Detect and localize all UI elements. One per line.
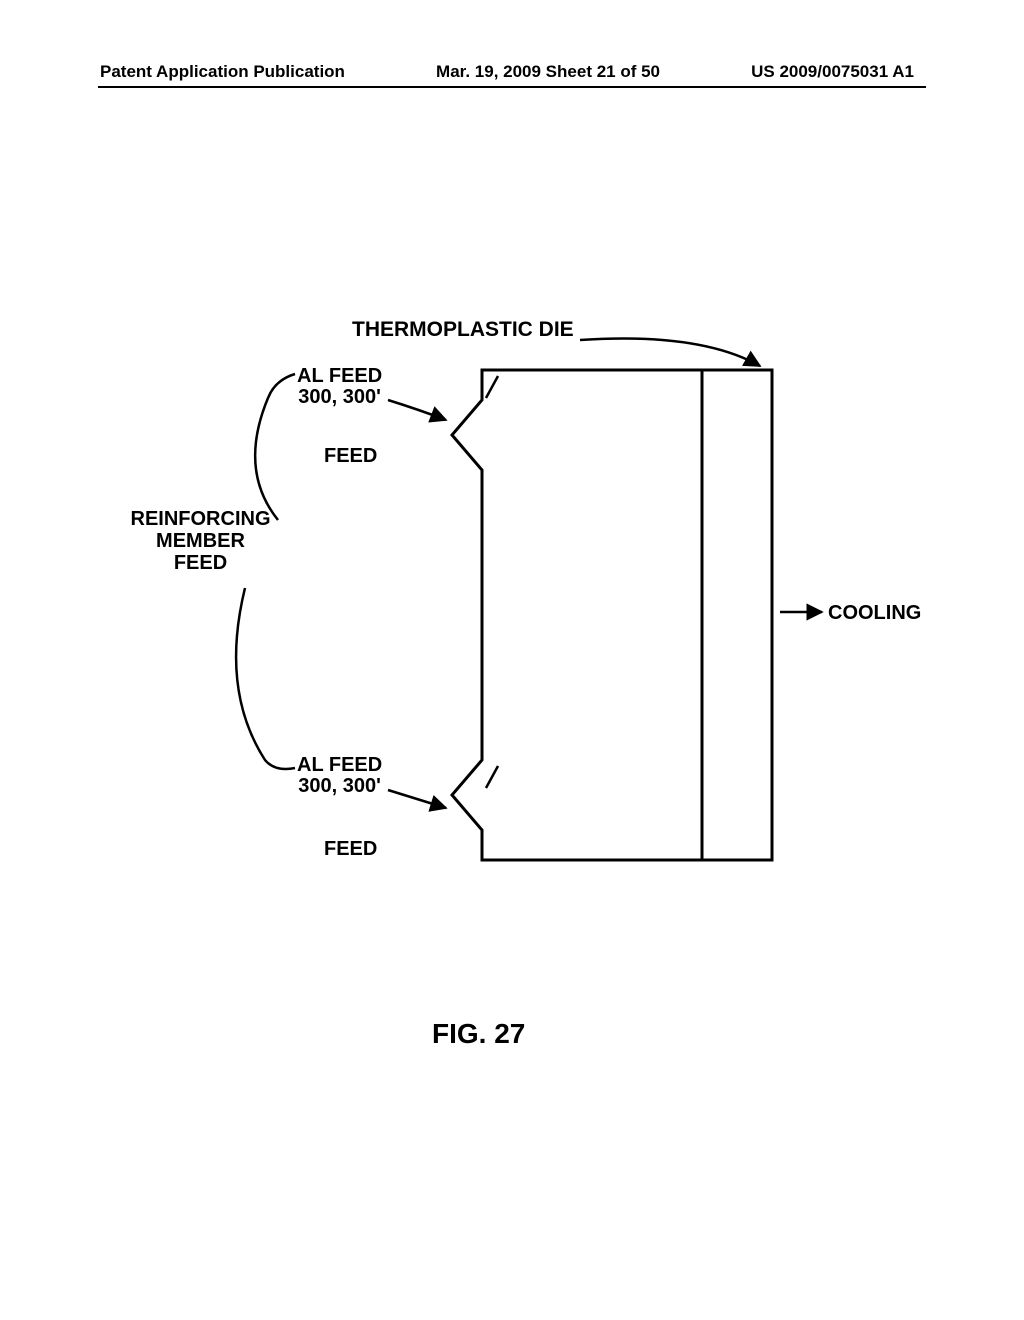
- label-thermoplastic-die: THERMOPLASTIC DIE: [352, 318, 574, 342]
- label-reinforcing: REINFORCING MEMBER FEED: [123, 508, 278, 574]
- bottom-inner-chamfer: [486, 766, 498, 788]
- label-cooling: COOLING: [828, 602, 921, 625]
- al-feed-bottom-line2: 300, 300': [298, 775, 381, 797]
- reinforcing-leader-bottom: [236, 588, 295, 769]
- reinforcing-line3: FEED: [174, 552, 227, 574]
- al-feed-bottom-line1: AL FEED: [297, 754, 382, 776]
- reinforcing-leader-top: [255, 374, 295, 520]
- reinforcing-line1: REINFORCING: [131, 508, 271, 530]
- al-feed-bottom-leader: [388, 790, 446, 808]
- label-al-feed-top: AL FEED 300, 300': [297, 366, 382, 408]
- diagram-svg: [0, 0, 1024, 1320]
- label-al-feed-bottom: AL FEED 300, 300': [297, 755, 382, 797]
- figure-caption: FIG. 27: [432, 1018, 525, 1050]
- al-feed-top-leader: [388, 400, 446, 420]
- al-feed-top-line1: AL FEED: [297, 365, 382, 387]
- al-feed-top-line2: 300, 300': [298, 386, 381, 408]
- reinforcing-line2: MEMBER: [156, 530, 245, 552]
- top-inner-chamfer: [486, 376, 498, 398]
- label-feed-top: FEED: [324, 445, 377, 468]
- thermoplastic-die-leader: [580, 338, 760, 366]
- page: { "header": { "left": "Patent Applicatio…: [0, 0, 1024, 1320]
- label-feed-bottom: FEED: [324, 838, 377, 861]
- die-outline: [452, 370, 772, 860]
